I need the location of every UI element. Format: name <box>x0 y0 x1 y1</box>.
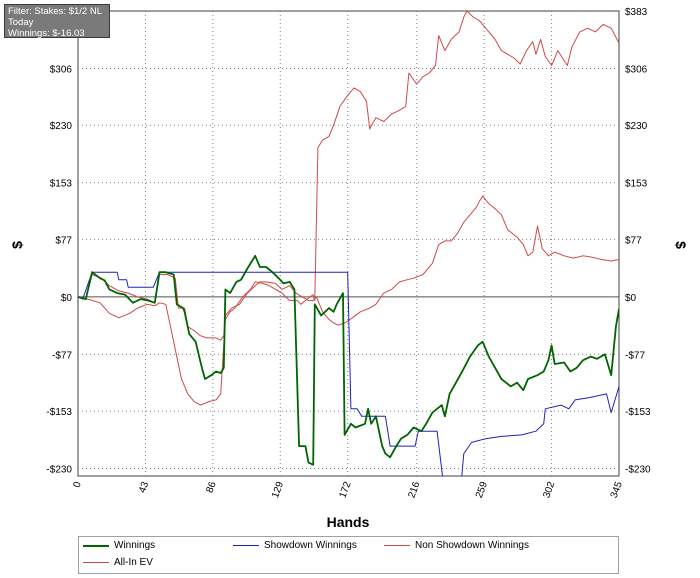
y-tick-label-right: -$153 <box>625 407 651 418</box>
y-tick-label-left: -$77 <box>52 350 72 361</box>
legend-label-all-in-ev: All-In EV <box>114 557 153 568</box>
x-tick-label: 172 <box>337 480 353 500</box>
y-ticks-right: -$230 -$153 -$77 $0 $77 $153 $230 $306 $383 <box>625 7 651 476</box>
y-tick-label-left: $0 <box>61 293 73 304</box>
y-tick-label-left: -$230 <box>46 465 72 476</box>
legend: Winnings Showdown Winnings Non Showdown … <box>78 536 619 574</box>
filter-info-box: Filter: Stakes: $1/2 NL Today Winnings: … <box>4 4 110 39</box>
x-ticks: 0 43 86 129 172 216 259 302 345 <box>72 480 625 500</box>
x-tick-label: 345 <box>609 480 625 500</box>
legend-item-showdown-winnings: Showdown Winnings <box>233 540 357 551</box>
legend-item-all-in-ev: All-In EV <box>83 557 153 568</box>
y-tick-label-left: -$153 <box>46 407 72 418</box>
filter-winnings-label: Winnings: $-16.03 <box>8 28 85 39</box>
y-tick-label-left: $306 <box>50 64 73 75</box>
x-tick-label: 43 <box>137 480 151 495</box>
legend-swatch-all-in-ev <box>83 562 109 563</box>
y-tick-label-right: $383 <box>625 7 648 18</box>
legend-swatch-non-showdown-winnings <box>384 545 410 546</box>
legend-label-winnings: Winnings <box>114 540 156 551</box>
legend-item-non-showdown-winnings: Non Showdown Winnings <box>384 540 529 551</box>
series-layer <box>78 11 619 476</box>
plot-area-border <box>77 10 620 477</box>
grid <box>78 11 619 476</box>
legend-swatch-showdown-winnings <box>233 545 259 546</box>
y-tick-label-right: $77 <box>625 235 642 246</box>
y-axis-title-left: $ <box>9 241 25 249</box>
x-tick-label: 302 <box>541 480 557 500</box>
y-tick-label-right: $153 <box>625 179 648 190</box>
x-tick-label: 129 <box>270 480 286 500</box>
legend-label-showdown-winnings: Showdown Winnings <box>264 540 357 551</box>
y-tick-label-left: $153 <box>50 179 73 190</box>
x-tick-label: 0 <box>72 480 84 489</box>
series-line-showdown-winnings <box>78 271 619 476</box>
y-tick-label-right: -$77 <box>625 350 645 361</box>
legend-item-winnings: Winnings <box>83 540 155 551</box>
y-tick-label-right: $306 <box>625 64 648 75</box>
filter-stakes-label: Filter: Stakes: $1/2 NL <box>8 6 102 17</box>
y-tick-label-left: $77 <box>55 235 72 246</box>
legend-swatch-winnings <box>83 544 109 547</box>
x-tick-label: 86 <box>205 480 219 495</box>
y-tick-label-right: -$230 <box>625 465 651 476</box>
legend-label-non-showdown-winnings: Non Showdown Winnings <box>415 540 529 551</box>
filter-date-label: Today <box>8 17 34 28</box>
y-ticks-left: -$230-$153-$77$0$77$153$230$306$383 <box>46 7 72 476</box>
series-line-non-showdown-winnings <box>78 11 619 406</box>
series-line-winnings <box>78 254 619 466</box>
y-tick-label-left: $230 <box>50 121 73 132</box>
x-tick-label: 216 <box>406 480 422 500</box>
y-axis-title-right: $ <box>673 241 689 249</box>
x-tick-label: 259 <box>474 480 490 500</box>
y-tick-label-right: $230 <box>625 121 648 132</box>
x-axis-title: Hands <box>327 514 370 530</box>
y-tick-label-right: $0 <box>625 293 637 304</box>
